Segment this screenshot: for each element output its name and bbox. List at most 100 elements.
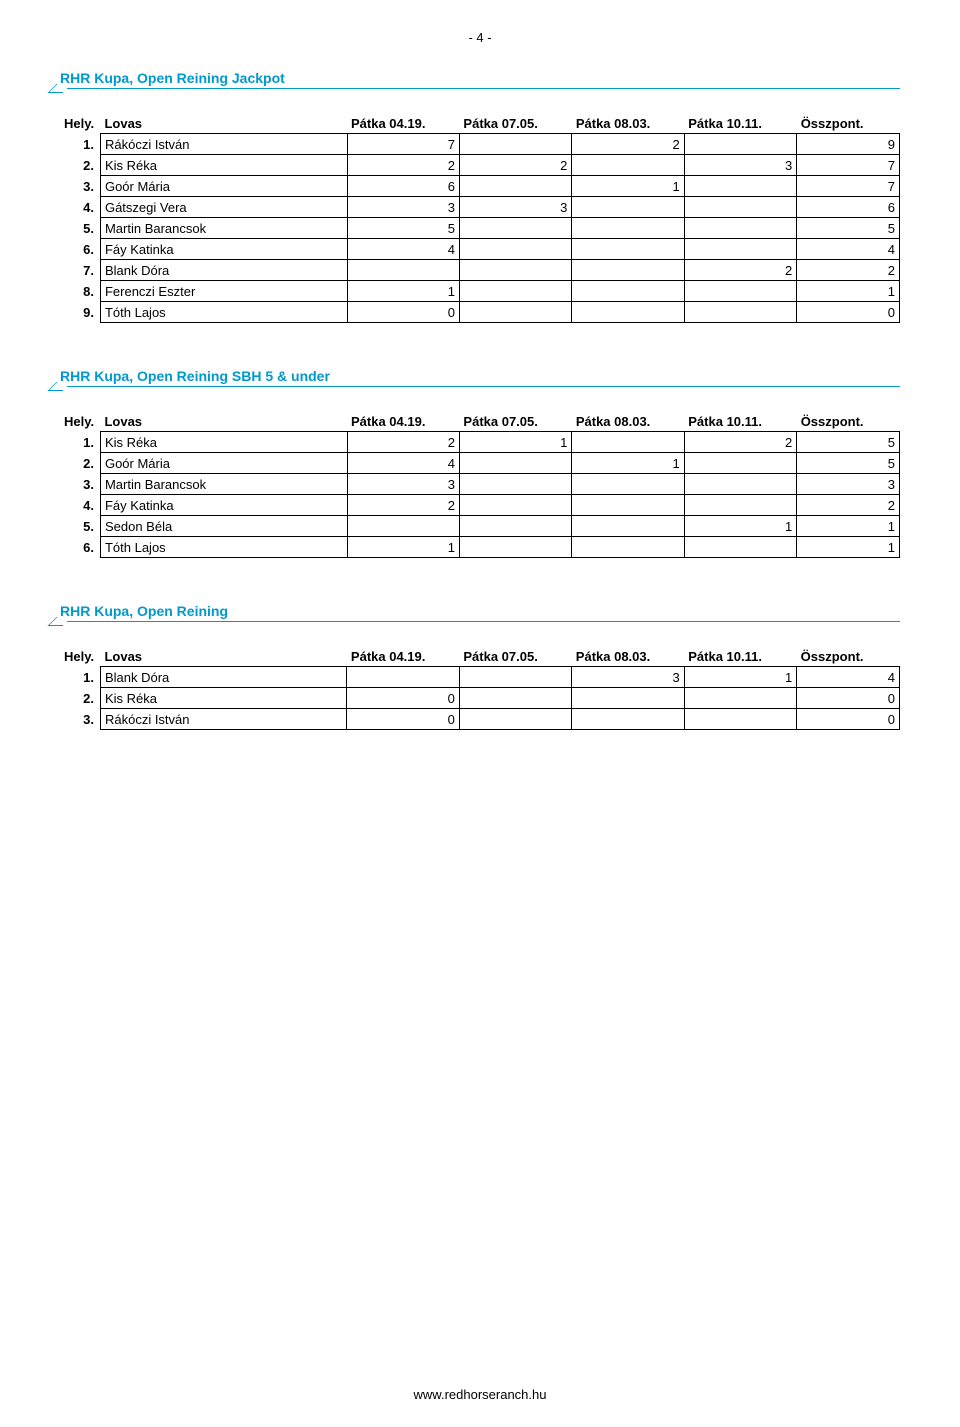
cell-name: Martin Barancsok — [100, 474, 347, 495]
col-c3-header: Pátka 08.03. — [572, 647, 684, 667]
cell-total: 9 — [797, 134, 900, 155]
section-title-wrap: RHR Kupa, Open Reining — [60, 603, 900, 622]
table-row: 3.Rákóczi István00 — [60, 709, 900, 730]
cell-c2: 3 — [459, 197, 571, 218]
cell-c2 — [459, 495, 571, 516]
table-row: 6.Tóth Lajos11 — [60, 537, 900, 558]
cell-c1 — [347, 516, 459, 537]
cell-rank: 3. — [60, 474, 100, 495]
cell-c2: 2 — [459, 155, 571, 176]
cell-c3 — [572, 432, 684, 453]
cell-c3: 2 — [572, 134, 684, 155]
cell-c2 — [459, 516, 571, 537]
cell-total: 5 — [797, 453, 900, 474]
cell-c1 — [347, 667, 459, 688]
cell-c2 — [459, 134, 571, 155]
cell-name: Goór Mária — [100, 176, 347, 197]
cell-c1: 3 — [347, 197, 459, 218]
cell-total: 0 — [797, 688, 900, 709]
cell-c3 — [572, 516, 684, 537]
cell-c3 — [572, 709, 684, 730]
cell-c4 — [684, 197, 796, 218]
cell-c1 — [347, 260, 459, 281]
cell-c3 — [572, 281, 684, 302]
cell-total: 7 — [797, 155, 900, 176]
cell-c3 — [572, 537, 684, 558]
cell-rank: 2. — [60, 453, 100, 474]
cell-total: 2 — [797, 260, 900, 281]
cell-name: Gátszegi Vera — [100, 197, 347, 218]
cell-rank: 5. — [60, 516, 100, 537]
cell-rank: 9. — [60, 302, 100, 323]
cell-c2 — [459, 302, 571, 323]
col-rank-header: Hely. — [60, 114, 100, 134]
col-c2-header: Pátka 07.05. — [459, 114, 571, 134]
cell-c2 — [459, 537, 571, 558]
cell-name: Fáy Katinka — [100, 495, 347, 516]
cell-c2 — [459, 688, 571, 709]
cell-c2: 1 — [459, 432, 571, 453]
cell-c4 — [684, 239, 796, 260]
title-underline — [60, 88, 900, 89]
cell-c4 — [684, 474, 796, 495]
col-c3-header: Pátka 08.03. — [572, 114, 684, 134]
col-total-header: Összpont. — [797, 114, 900, 134]
page-number: - 4 - — [60, 30, 900, 45]
col-total-header: Összpont. — [797, 412, 900, 432]
cell-total: 3 — [797, 474, 900, 495]
cell-total: 4 — [797, 667, 900, 688]
cell-c3: 3 — [572, 667, 684, 688]
table-header-row: Hely.LovasPátka 04.19.Pátka 07.05.Pátka … — [60, 647, 900, 667]
cell-rank: 7. — [60, 260, 100, 281]
col-c4-header: Pátka 10.11. — [684, 647, 796, 667]
col-c3-header: Pátka 08.03. — [572, 412, 684, 432]
section-title: RHR Kupa, Open Reining — [60, 603, 900, 621]
cell-c1: 1 — [347, 537, 459, 558]
col-name-header: Lovas — [100, 412, 347, 432]
cell-c3 — [572, 260, 684, 281]
cell-total: 4 — [797, 239, 900, 260]
cell-c4: 3 — [684, 155, 796, 176]
table-row: 1.Rákóczi István729 — [60, 134, 900, 155]
cell-rank: 1. — [60, 667, 100, 688]
table-row: 2.Kis Réka2237 — [60, 155, 900, 176]
section-title-wrap: RHR Kupa, Open Reining SBH 5 & under — [60, 368, 900, 387]
table-row: 2.Goór Mária415 — [60, 453, 900, 474]
table-row: 9.Tóth Lajos00 — [60, 302, 900, 323]
table-row: 1.Blank Dóra314 — [60, 667, 900, 688]
cell-name: Ferenczi Eszter — [100, 281, 347, 302]
cell-c4: 2 — [684, 432, 796, 453]
col-c4-header: Pátka 10.11. — [684, 412, 796, 432]
cell-c2 — [459, 667, 571, 688]
cell-c3: 1 — [572, 176, 684, 197]
cell-rank: 2. — [60, 155, 100, 176]
section-title: RHR Kupa, Open Reining SBH 5 & under — [60, 368, 900, 386]
cell-rank: 3. — [60, 176, 100, 197]
cell-c3 — [572, 688, 684, 709]
cell-name: Tóth Lajos — [100, 302, 347, 323]
cell-total: 1 — [797, 516, 900, 537]
cell-total: 6 — [797, 197, 900, 218]
col-c1-header: Pátka 04.19. — [347, 647, 459, 667]
cell-c3 — [572, 218, 684, 239]
table-row: 5.Martin Barancsok55 — [60, 218, 900, 239]
cell-c2 — [459, 218, 571, 239]
cell-name: Kis Réka — [100, 688, 346, 709]
cell-c1: 0 — [347, 302, 459, 323]
table-row: 3.Martin Barancsok33 — [60, 474, 900, 495]
cell-c1: 3 — [347, 474, 459, 495]
table-row: 3.Goór Mária617 — [60, 176, 900, 197]
cell-total: 0 — [797, 709, 900, 730]
cell-c2 — [459, 239, 571, 260]
cell-name: Tóth Lajos — [100, 537, 347, 558]
cell-name: Blank Dóra — [100, 260, 347, 281]
cell-rank: 4. — [60, 495, 100, 516]
cell-total: 7 — [797, 176, 900, 197]
col-name-header: Lovas — [100, 114, 347, 134]
cell-rank: 6. — [60, 239, 100, 260]
cell-name: Kis Réka — [100, 432, 347, 453]
table-header-row: Hely.LovasPátka 04.19.Pátka 07.05.Pátka … — [60, 114, 900, 134]
section-title: RHR Kupa, Open Reining Jackpot — [60, 70, 900, 88]
cell-name: Martin Barancsok — [100, 218, 347, 239]
results-table: Hely.LovasPátka 04.19.Pátka 07.05.Pátka … — [60, 114, 900, 323]
